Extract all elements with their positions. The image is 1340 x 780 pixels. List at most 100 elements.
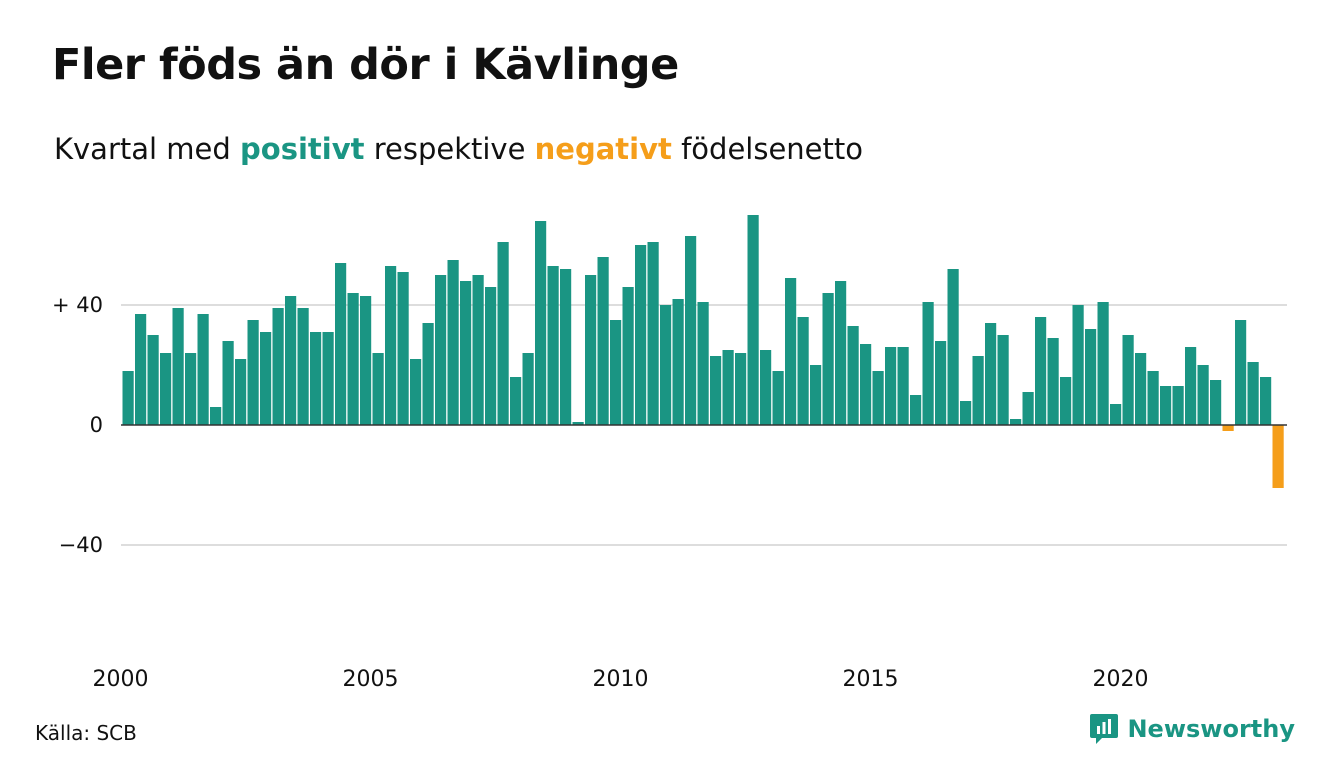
bar [1072, 305, 1084, 425]
bar [785, 278, 797, 425]
bar [585, 275, 597, 425]
bar [810, 365, 822, 425]
bar [1097, 302, 1109, 425]
bar [760, 350, 772, 425]
bar [360, 296, 372, 425]
bar [422, 323, 434, 425]
bar [197, 314, 209, 425]
bar [1247, 362, 1259, 425]
bar [385, 266, 397, 425]
bar [510, 377, 522, 425]
bar [560, 269, 572, 425]
bar [1135, 353, 1147, 425]
bar [735, 353, 747, 425]
bar-chart: + 40 0 −40 2000 2005 2010 2015 2020 [52, 215, 1287, 692]
bar [210, 407, 222, 425]
bar [347, 293, 359, 425]
bar [1210, 380, 1222, 425]
bar [160, 353, 172, 425]
bar [435, 275, 447, 425]
x-tick-label: 2010 [593, 667, 649, 692]
bar [1035, 317, 1047, 425]
bar [1010, 419, 1022, 425]
bar [972, 356, 984, 425]
bar [460, 281, 472, 425]
bar [997, 335, 1009, 425]
bar [797, 317, 809, 425]
bar [610, 320, 622, 425]
bar [1172, 386, 1184, 425]
source-note: Källa: SCB [35, 721, 137, 745]
newsworthy-logo-icon [1090, 714, 1119, 744]
bar [335, 263, 347, 425]
x-tick-label: 2000 [93, 667, 149, 692]
chart-subtitle: Kvartal med positivt respektive negativt… [54, 132, 863, 166]
subtitle-negative-label: negativt [534, 132, 672, 166]
bar [710, 356, 722, 425]
bar [1110, 404, 1122, 425]
bar [660, 305, 672, 425]
bar [647, 242, 659, 425]
bar [1185, 347, 1197, 425]
subtitle-positive-label: positivt [240, 132, 365, 166]
brand-logo: Newsworthy [1089, 712, 1295, 746]
brand-name: Newsworthy [1127, 715, 1295, 743]
bar [772, 371, 784, 425]
bar [1235, 320, 1247, 425]
bar [872, 371, 884, 425]
bar [260, 332, 272, 425]
bar [522, 353, 534, 425]
bar [135, 314, 147, 425]
bar [547, 266, 559, 425]
bar [1222, 425, 1234, 431]
bar [222, 341, 234, 425]
bar [572, 422, 584, 425]
bar [922, 302, 934, 425]
x-tick-label: 2005 [343, 667, 399, 692]
bar [747, 215, 759, 425]
bar [447, 260, 459, 425]
x-tick-label: 2020 [1093, 667, 1149, 692]
bar [1147, 371, 1159, 425]
bar [685, 236, 697, 425]
tick-labels: + 40 0 −40 2000 2005 2010 2015 2020 [52, 293, 1149, 692]
bar [122, 371, 134, 425]
bar [322, 332, 334, 425]
bar [622, 287, 634, 425]
bar [822, 293, 834, 425]
bar [635, 245, 647, 425]
x-tick-label: 2015 [843, 667, 899, 692]
bar [597, 257, 609, 425]
bar [1122, 335, 1134, 425]
bar [247, 320, 259, 425]
bar [672, 299, 684, 425]
bar [985, 323, 997, 425]
bar [297, 308, 309, 425]
bar [960, 401, 972, 425]
y-tick-label: −40 [59, 533, 103, 557]
bar [722, 350, 734, 425]
bar [235, 359, 247, 425]
bar [485, 287, 497, 425]
bar [172, 308, 184, 425]
bar [847, 326, 859, 425]
bar [910, 395, 922, 425]
bar [497, 242, 509, 425]
y-tick-label: + 40 [52, 293, 103, 317]
bar [1160, 386, 1172, 425]
subtitle-suffix: födelsenetto [671, 132, 863, 166]
bar [1272, 425, 1284, 488]
bar [285, 296, 297, 425]
bar [897, 347, 909, 425]
bar [272, 308, 284, 425]
chart-title: Fler föds än dör i Kävlinge [52, 40, 679, 90]
bar [860, 344, 872, 425]
bar [472, 275, 484, 425]
bar [1022, 392, 1034, 425]
subtitle-prefix: Kvartal med [54, 132, 241, 166]
bar [185, 353, 197, 425]
bar [835, 281, 847, 425]
bar [1047, 338, 1059, 425]
bar [410, 359, 422, 425]
bar [147, 335, 159, 425]
